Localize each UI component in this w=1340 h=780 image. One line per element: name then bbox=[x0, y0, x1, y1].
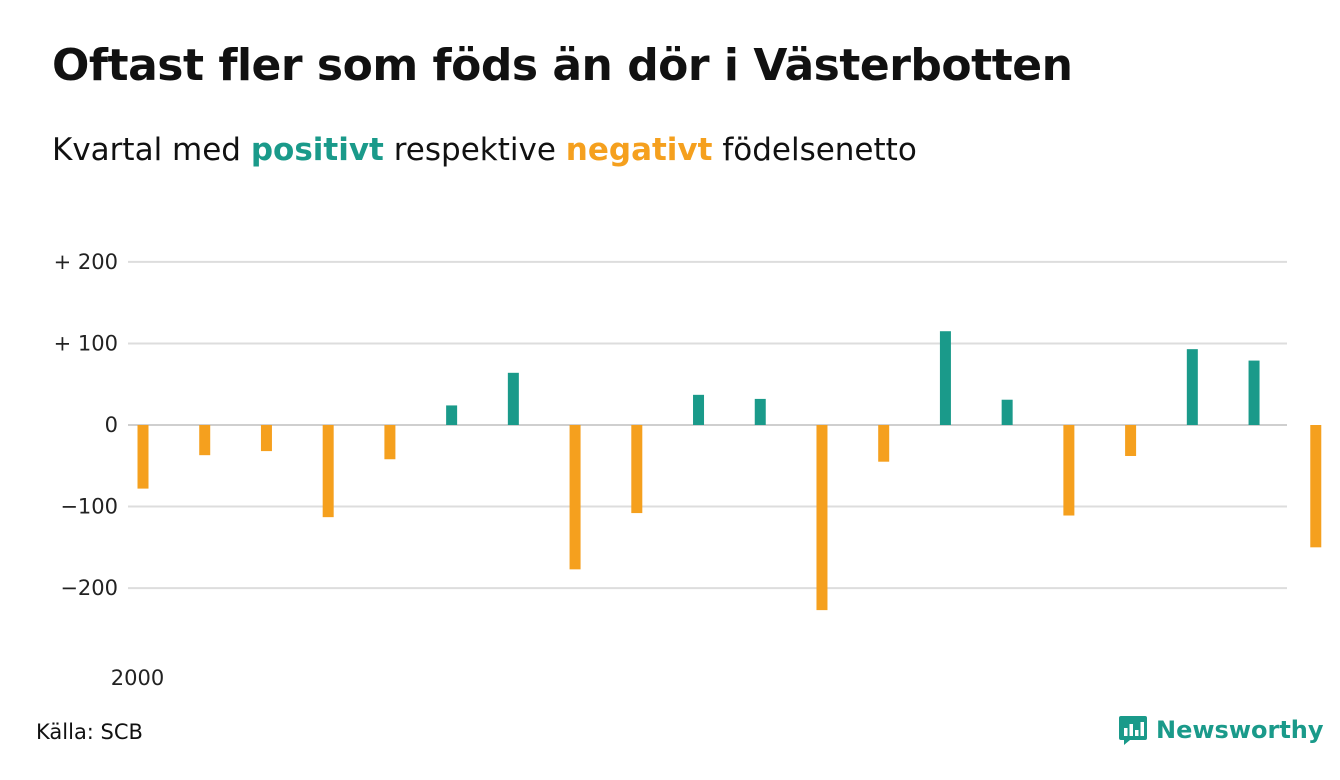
chart-title: Oftast fler som föds än dör i Västerbott… bbox=[52, 40, 1073, 91]
y-tick-label: + 100 bbox=[54, 331, 118, 355]
bar-positive bbox=[1248, 360, 1260, 425]
newsworthy-logo-icon bbox=[1119, 716, 1147, 745]
bar-negative bbox=[260, 425, 272, 452]
bar-negative bbox=[1310, 425, 1322, 548]
bar-negative bbox=[322, 425, 334, 518]
bar-negative bbox=[569, 425, 581, 570]
brand-name: Newsworthy bbox=[1156, 716, 1324, 744]
bar-negative bbox=[631, 425, 643, 514]
bar-negative bbox=[1063, 425, 1075, 516]
subtitle-middle: respektive bbox=[383, 132, 566, 168]
brand-logo: Newsworthy bbox=[1118, 714, 1324, 746]
bar-positive bbox=[754, 398, 766, 425]
bar-negative bbox=[878, 425, 890, 462]
bar-positive bbox=[1001, 399, 1013, 425]
bar-negative bbox=[384, 425, 396, 460]
bar-negative bbox=[199, 425, 211, 456]
bar-positive bbox=[939, 331, 951, 425]
bar-negative bbox=[1125, 425, 1137, 456]
subtitle-positive-word: positivt bbox=[250, 132, 384, 168]
source-note: Källa: SCB bbox=[36, 720, 143, 744]
subtitle-negative-word: negativt bbox=[565, 132, 713, 168]
y-tick-label: + 200 bbox=[54, 250, 118, 274]
subtitle-suffix: födelsenetto bbox=[712, 132, 917, 168]
y-tick-label: −100 bbox=[60, 495, 118, 519]
subtitle-prefix: Kvartal med bbox=[52, 132, 251, 168]
y-tick-label: 0 bbox=[105, 413, 118, 437]
bar-negative bbox=[816, 425, 828, 611]
bar-positive bbox=[446, 405, 458, 425]
y-tick-label: −200 bbox=[60, 576, 118, 600]
bar-negative bbox=[137, 425, 149, 489]
x-tick-label: 2000 bbox=[111, 666, 164, 690]
bar-positive bbox=[507, 372, 519, 425]
bar-positive bbox=[693, 394, 705, 425]
bar-positive bbox=[1186, 349, 1198, 425]
chart-subtitle: Kvartal med positivt respektive negativt… bbox=[52, 132, 917, 168]
